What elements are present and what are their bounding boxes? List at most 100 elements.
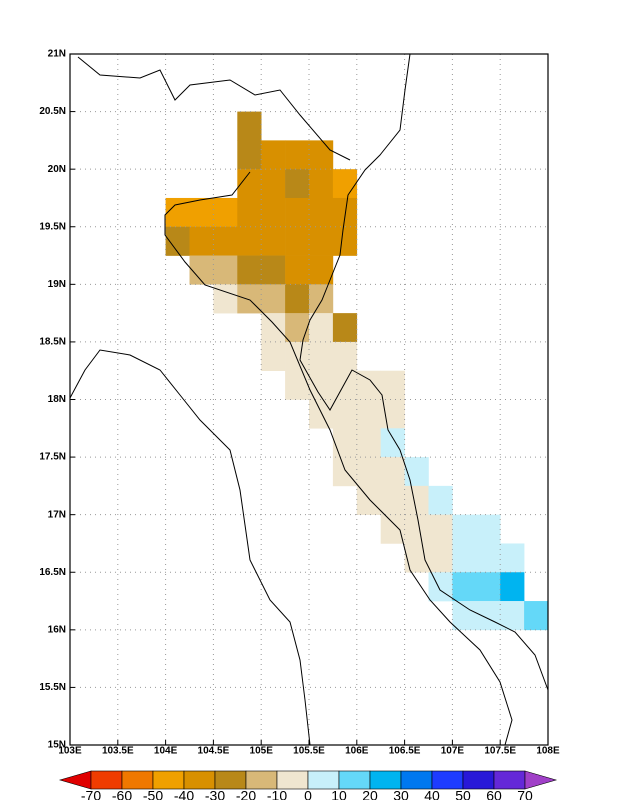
border: [69, 349, 311, 746]
grid-cell: [309, 169, 334, 199]
cells: [165, 111, 549, 631]
grid-cell: [404, 457, 429, 487]
colorbar-label: 60: [486, 788, 502, 800]
x-tick-label: 104E: [154, 746, 178, 757]
grid-cell: [452, 543, 477, 573]
boundaries: [69, 53, 549, 746]
colorbar-box: [462, 770, 495, 790]
x-tick-label: 108E: [536, 746, 560, 757]
colorbar-label: 50: [455, 788, 471, 800]
grid-cell: [500, 601, 525, 631]
grid-cell: [404, 543, 429, 573]
colorbar-label: -50: [143, 788, 163, 800]
colorbar-box: [245, 770, 278, 790]
grid-cell: [380, 514, 405, 544]
grid-cell: [309, 399, 334, 429]
grid-cell: [189, 255, 214, 285]
grid-cell: [285, 341, 310, 372]
colorbar-label: -10: [267, 788, 287, 800]
grid-cell: [261, 284, 286, 314]
y-tick-label: 19N: [48, 279, 66, 290]
colorbar-box: [493, 770, 526, 790]
grid-cell: [213, 197, 238, 228]
grid-cell: [309, 341, 334, 372]
grid-cell: [285, 255, 310, 285]
y-tick-label: 15.5N: [39, 682, 66, 693]
grid-cell: [285, 140, 310, 170]
colorbar-box: [369, 770, 402, 790]
colorbar-label: 40: [424, 788, 440, 800]
colorbar-label: 10: [331, 788, 347, 800]
x-tick-label: 104.5E: [198, 746, 230, 757]
y-tick-label: 20N: [48, 164, 66, 175]
x-tick-label: 107.5E: [484, 746, 516, 757]
axes: 103E 103.5E 104E 104.5E 105E 105.5E 106E 106.5E…: [39, 49, 560, 757]
grid-cell: [452, 572, 477, 602]
y-tick-label: 21N: [48, 49, 66, 60]
y-tick-label: 16.5N: [39, 567, 66, 578]
colorbar-box: [307, 770, 340, 790]
grid-cell: [237, 140, 262, 170]
x-tick-label: 106.5E: [389, 746, 421, 757]
border: [164, 171, 513, 746]
grid-cell: [237, 197, 262, 228]
grid-cell: [261, 341, 286, 372]
grid-cell: [285, 313, 310, 343]
colorbar-box: [431, 770, 464, 790]
colorbar-end: [524, 770, 558, 790]
y-tick-label: 20.5N: [39, 106, 66, 117]
grid-cell: [237, 226, 262, 256]
grid-cell: [332, 313, 358, 343]
grid-cell: [332, 226, 358, 256]
grid-cell: [285, 226, 310, 256]
colorbar-label: 70: [517, 788, 533, 800]
grid-cell: [452, 601, 477, 631]
x-tick-label: 103.5E: [102, 746, 134, 757]
grid-cell: [356, 399, 381, 429]
grid-cell: [404, 514, 429, 544]
grid-cell: [285, 370, 310, 400]
grid-cell: [476, 601, 501, 631]
colorbar-label: 20: [362, 788, 378, 800]
colorbar-box: [183, 770, 216, 790]
grid-cell: [428, 572, 453, 602]
grid-cell: [285, 284, 310, 314]
x-tick-label: 107E: [441, 746, 465, 757]
grid-cell: [285, 197, 310, 228]
grid-cell: [332, 457, 358, 487]
grid-cell: [476, 514, 501, 544]
grid-cell: [261, 226, 286, 256]
grid-cell: [428, 514, 453, 544]
y-tick-label: 18.5N: [39, 337, 66, 348]
colorbar-label: -60: [112, 788, 132, 800]
colorbar-end: [58, 770, 92, 790]
grid-cell: [500, 543, 525, 573]
x-tick-label: 105.5E: [293, 746, 325, 757]
grid-cell: [332, 169, 358, 199]
colorbar-label: 30: [393, 788, 409, 800]
colorbar-box: [90, 770, 123, 790]
grid-cell: [428, 485, 453, 515]
grid-cell: [237, 111, 262, 141]
colorbar-box: [152, 770, 185, 790]
grid-cell: [189, 226, 214, 256]
grid-cell: [309, 197, 334, 228]
colorbar-label: -70: [81, 788, 101, 800]
y-tick-label: 15N: [48, 740, 66, 751]
grid-cell: [261, 169, 286, 199]
grid-cell: [380, 370, 405, 400]
x-tick-label: 106E: [345, 746, 369, 757]
grid-cell: [332, 399, 358, 429]
grid-cell: [213, 226, 238, 256]
grid-cell: [213, 255, 238, 285]
y-tick-label: 17.5N: [39, 452, 66, 463]
colorbar-box: [338, 770, 371, 790]
grid-cell: [261, 313, 286, 343]
colorbar: -70 -60 -50 -40 -30 -20 -10 0 10 20 30 40 50 60 70: [58, 770, 558, 804]
grid-cell: [189, 197, 214, 228]
colorbar-box: [214, 770, 247, 790]
y-tick-label: 16N: [48, 624, 66, 635]
grid-cell: [261, 140, 286, 170]
colorbar-box: [121, 770, 154, 790]
grid-cell: [309, 284, 334, 314]
